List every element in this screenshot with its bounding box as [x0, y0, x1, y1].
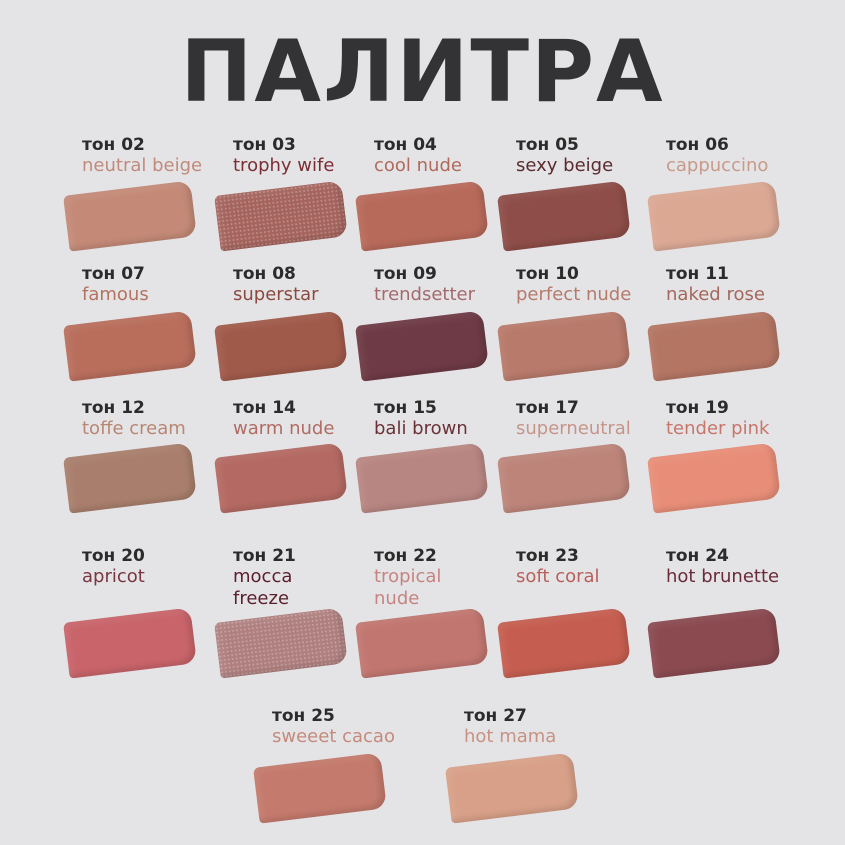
shade-swatch [497, 180, 631, 252]
shade-name: soft coral [516, 566, 600, 587]
shade-item: тон 02 neutral beige [82, 135, 232, 177]
shade-name: perfect nude [516, 284, 632, 305]
shade-tone: тон 11 [666, 264, 729, 284]
shade-swatch [214, 180, 348, 252]
shade-swatch [445, 752, 579, 824]
shade-tone: тон 14 [233, 398, 296, 418]
shade-tone: тон 12 [82, 398, 145, 418]
shade-tone: тон 17 [516, 398, 579, 418]
shade-name: hot brunette [666, 566, 780, 587]
shade-item: тон 15 bali brown [374, 398, 524, 440]
shade-item: тон 03 trophy wife [233, 135, 383, 177]
shade-swatch [647, 310, 781, 382]
shade-item: тон 04 cool nude [374, 135, 524, 177]
shade-swatch [214, 310, 348, 382]
shade-swatch [63, 310, 197, 382]
shade-name: naked rose [666, 284, 765, 305]
shade-swatch [63, 180, 197, 252]
shade-item: тон 10 perfect nude [516, 264, 666, 306]
shade-item: тон 08 superstar [233, 264, 383, 306]
shade-item: тон 19 tender pink [666, 398, 816, 440]
shade-tone: тон 07 [82, 264, 145, 284]
shade-swatch [497, 607, 631, 679]
shade-name: mocca freeze [233, 566, 293, 609]
shade-swatch [214, 607, 348, 679]
shade-item: тон 22 tropical nude [374, 546, 524, 610]
shade-tone: тон 22 [374, 546, 437, 566]
shade-tone: тон 19 [666, 398, 729, 418]
shade-item: тон 05 sexy beige [516, 135, 666, 177]
shade-name: superneutral [516, 418, 631, 439]
shade-name: sweeet cacao [272, 726, 395, 747]
shade-tone: тон 04 [374, 135, 437, 155]
shade-name: trendsetter [374, 284, 476, 305]
page-title: ПАЛИТРА [180, 22, 665, 122]
shade-tone: тон 09 [374, 264, 437, 284]
shade-swatch [497, 442, 631, 514]
shade-name: neutral beige [82, 155, 203, 176]
shade-tone: тон 05 [516, 135, 579, 155]
shade-tone: тон 10 [516, 264, 579, 284]
shade-swatch [647, 442, 781, 514]
shade-item: тон 17 superneutral [516, 398, 666, 440]
shade-tone: тон 27 [464, 706, 527, 726]
shade-swatch [647, 180, 781, 252]
shade-name: hot mama [464, 726, 557, 747]
shade-swatch [355, 310, 489, 382]
shade-tone: тон 15 [374, 398, 437, 418]
shade-swatch [355, 607, 489, 679]
shade-name: famous [82, 284, 149, 305]
shade-swatch [355, 180, 489, 252]
shade-swatch [253, 752, 387, 824]
shade-tone: тон 25 [272, 706, 335, 726]
shade-item: тон 23 soft coral [516, 546, 666, 588]
shade-tone: тон 03 [233, 135, 296, 155]
shade-name: toffe cream [82, 418, 186, 439]
shade-tone: тон 24 [666, 546, 729, 566]
shade-item: тон 12 toffe cream [82, 398, 232, 440]
shade-name: warm nude [233, 418, 335, 439]
shade-name: superstar [233, 284, 319, 305]
shade-name: apricot [82, 566, 145, 587]
shade-name: trophy wife [233, 155, 335, 176]
shade-name: tropical nude [374, 566, 442, 609]
shade-name: cappuccino [666, 155, 769, 176]
shade-name: sexy beige [516, 155, 614, 176]
shade-tone: тон 02 [82, 135, 145, 155]
shade-name: bali brown [374, 418, 468, 439]
shade-swatch [63, 607, 197, 679]
shade-name: cool nude [374, 155, 462, 176]
shade-tone: тон 06 [666, 135, 729, 155]
shade-item: тон 20 apricot [82, 546, 232, 588]
shade-swatch [63, 442, 197, 514]
shade-swatch [647, 607, 781, 679]
shade-tone: тон 20 [82, 546, 145, 566]
shade-tone: тон 21 [233, 546, 296, 566]
shade-item: тон 09 trendsetter [374, 264, 524, 306]
shade-item: тон 21 mocca freeze [233, 546, 383, 610]
shade-name: tender pink [666, 418, 770, 439]
shade-item: тон 11 naked rose [666, 264, 816, 306]
shade-item: тон 25 sweeet cacao [272, 706, 422, 748]
shade-item: тон 14 warm nude [233, 398, 383, 440]
shade-item: тон 06 cappuccino [666, 135, 816, 177]
shade-swatch [355, 442, 489, 514]
shade-tone: тон 08 [233, 264, 296, 284]
shade-item: тон 27 hot mama [464, 706, 614, 748]
shade-tone: тон 23 [516, 546, 579, 566]
shade-item: тон 24 hot brunette [666, 546, 816, 588]
shade-item: тон 07 famous [82, 264, 232, 306]
shade-swatch [497, 310, 631, 382]
shade-swatch [214, 442, 348, 514]
